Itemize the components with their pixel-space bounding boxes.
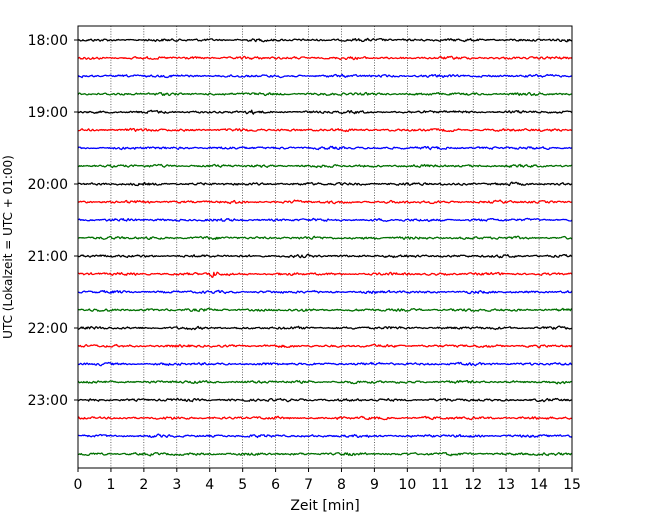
trace-2030 <box>77 217 573 223</box>
trace-2315 <box>77 415 573 421</box>
trace-2000 <box>77 181 573 187</box>
trace-1930 <box>77 145 573 151</box>
x-tick-label-1: 1 <box>106 477 115 493</box>
y-axis-ticks: 18:00 19:00 20:00 21:00 22:00 23:00 <box>28 33 78 409</box>
trace-2330 <box>77 433 573 439</box>
y-tick-label-23:00: 23:00 <box>28 393 68 409</box>
x-tick-label-11: 11 <box>431 477 449 493</box>
y-axis-label: UTC (Lokalzeit = UTC + 01:00) <box>1 155 15 339</box>
x-tick-label-15: 15 <box>563 477 581 493</box>
trace-1815 <box>77 55 573 61</box>
x-axis-label: Zeit [min] <box>290 498 359 514</box>
trace-1945 <box>77 163 573 169</box>
seismogram-traces <box>77 37 573 457</box>
trace-2045 <box>77 235 573 241</box>
x-tick-label-4: 4 <box>205 477 214 493</box>
trace-1845 <box>77 91 573 97</box>
trace-2115 <box>77 271 573 278</box>
trace-2145 <box>77 307 573 313</box>
y-tick-label-20:00: 20:00 <box>28 177 68 193</box>
trace-1900 <box>77 109 573 115</box>
x-tick-label-8: 8 <box>337 477 346 493</box>
trace-1915 <box>77 127 573 133</box>
x-tick-label-5: 5 <box>238 477 247 493</box>
x-tick-label-0: 0 <box>74 477 83 493</box>
y-tick-label-19:00: 19:00 <box>28 105 68 121</box>
trace-1830 <box>77 73 573 79</box>
y-tick-label-18:00: 18:00 <box>28 33 68 49</box>
x-tick-label-2: 2 <box>139 477 148 493</box>
trace-2345 <box>77 451 573 457</box>
trace-2245 <box>77 379 573 385</box>
trace-2215 <box>77 343 573 349</box>
x-tick-label-9: 9 <box>370 477 379 493</box>
trace-2230 <box>77 361 573 367</box>
trace-2300 <box>77 397 573 403</box>
x-tick-label-3: 3 <box>172 477 181 493</box>
x-tick-label-13: 13 <box>497 477 515 493</box>
plot-frame <box>77 25 573 469</box>
trace-2015 <box>77 199 573 205</box>
trace-1800 <box>77 37 573 43</box>
x-tick-label-12: 12 <box>464 477 482 493</box>
x-axis-ticks: 0 1 2 3 4 5 6 7 8 9 10 11 12 13 14 15 <box>74 468 581 493</box>
y-tick-label-21:00: 21:00 <box>28 249 68 265</box>
x-tick-label-14: 14 <box>530 477 548 493</box>
x-tick-label-7: 7 <box>304 477 313 493</box>
x-tick-label-6: 6 <box>271 477 280 493</box>
trace-2100 <box>77 253 573 259</box>
y-tick-label-22:00: 22:00 <box>28 321 68 337</box>
trace-2130 <box>77 289 573 295</box>
vertical-gridlines <box>110 26 540 468</box>
trace-2200 <box>77 325 573 331</box>
x-tick-label-10: 10 <box>398 477 416 493</box>
